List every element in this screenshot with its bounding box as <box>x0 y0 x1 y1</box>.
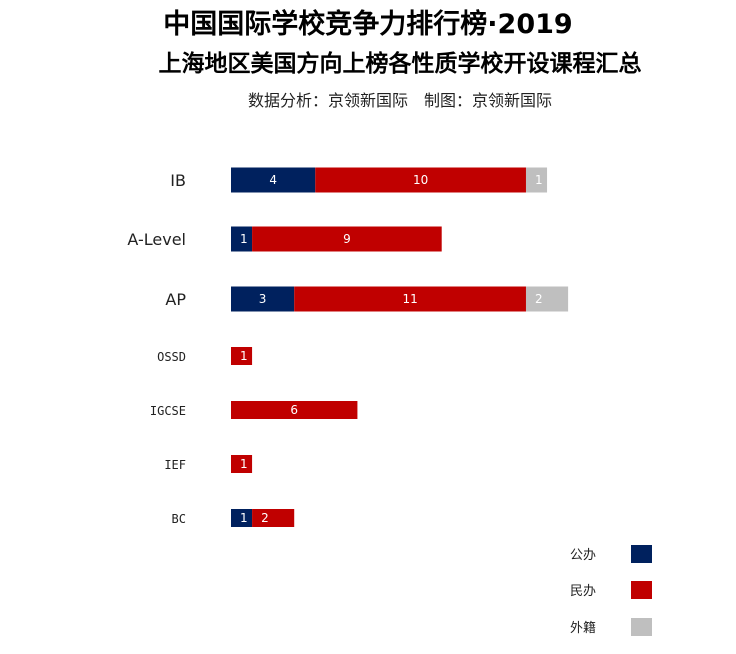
category-label-ossd: OSSD <box>157 350 186 364</box>
category-label-ap: AP <box>165 290 186 309</box>
data-label-ossd-series-1: 1 <box>240 349 248 363</box>
category-label-ib: IB <box>170 171 186 190</box>
legend-label-1: 民办 <box>570 584 596 599</box>
chart-credit: 数据分析：京领新国际 制图：京领新国际 <box>247 91 552 110</box>
bar-ib-series-1 <box>315 167 526 193</box>
data-label-ap-series-1: 11 <box>402 292 417 306</box>
category-label-bc: BC <box>172 512 186 526</box>
chart-subtitle: 上海地区美国方向上榜各性质学校开设课程汇总 <box>158 51 642 77</box>
bar-ib-series-2 <box>525 167 548 193</box>
data-label-ib-series-1: 10 <box>413 173 428 187</box>
bar-a-level-series-0 <box>231 226 253 252</box>
legend-label-0: 公办 <box>570 548 596 563</box>
data-label-ib-series-0: 4 <box>269 173 277 187</box>
bar-bc-series-0 <box>231 509 253 527</box>
data-label-igcse-series-1: 6 <box>290 403 298 417</box>
bar-a-level-series-1 <box>252 226 442 252</box>
category-label-a-level: A-Level <box>127 230 186 249</box>
bar-ib-series-0 <box>231 167 316 193</box>
data-label-a-level-series-1: 9 <box>343 232 351 246</box>
data-label-ief-series-1: 1 <box>240 457 248 471</box>
category-label-ief: IEF <box>164 458 186 472</box>
bar-igcse-series-1 <box>231 401 358 419</box>
legend-swatch-2 <box>631 618 652 636</box>
data-label-bc-series-1: 2 <box>261 511 269 525</box>
legend-swatch-0 <box>631 545 652 563</box>
data-label-a-level-series-0: 1 <box>240 232 248 246</box>
bar-ap-series-1 <box>294 286 526 312</box>
data-label-bc-series-0: 1 <box>240 511 248 525</box>
category-label-igcse: IGCSE <box>150 404 186 418</box>
legend-swatch-1 <box>631 581 652 599</box>
bar-ief-series-1 <box>231 455 253 473</box>
data-label-ap-series-0: 3 <box>259 292 267 306</box>
bar-bc-series-1 <box>252 509 295 527</box>
bar-ap-series-2 <box>525 286 569 312</box>
data-label-ib-series-2: 1 <box>535 173 543 187</box>
bar-ossd-series-1 <box>231 347 253 365</box>
bar-ap-series-0 <box>231 286 295 312</box>
chart-title: 中国国际学校竞争力排行榜·2019 <box>163 9 573 40</box>
legend-label-2: 外籍 <box>570 620 596 636</box>
data-label-ap-series-2: 2 <box>535 292 543 306</box>
